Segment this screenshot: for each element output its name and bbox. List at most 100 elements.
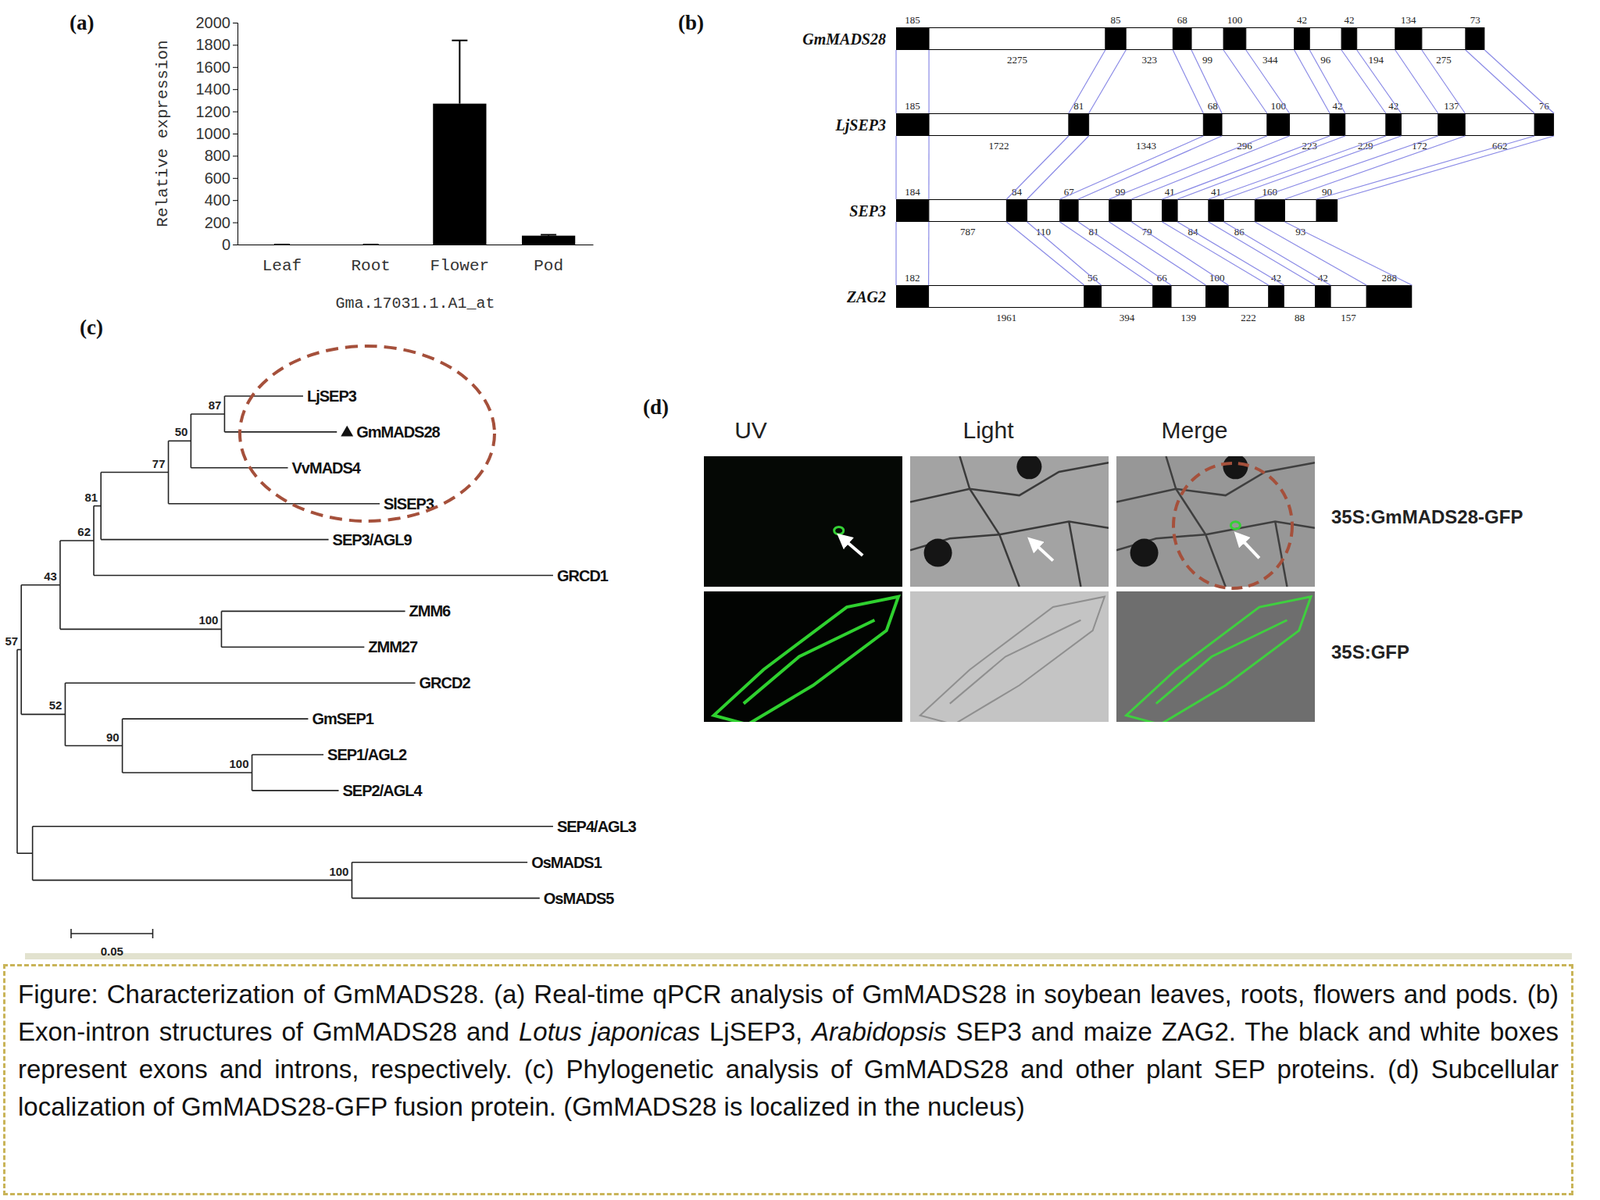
- bootstrap: 100: [229, 757, 250, 771]
- intron: [928, 28, 1106, 50]
- micrograph-bg: [910, 591, 1109, 722]
- branch: [93, 575, 554, 577]
- exon-link: [1078, 135, 1222, 200]
- exon-link: [895, 135, 897, 200]
- exon-length: 42: [1296, 14, 1308, 26]
- exon-link: [1162, 135, 1331, 200]
- exon: [1314, 285, 1331, 308]
- scale-bar: 0.05: [71, 928, 154, 958]
- highlight-ellipse: [239, 346, 495, 522]
- exon-length: 184: [904, 185, 921, 198]
- bootstrap: 52: [49, 698, 63, 712]
- scale-bar-label: 0.05: [100, 944, 124, 958]
- panel-label: (a): [69, 10, 94, 35]
- exon-link: [1337, 135, 1554, 200]
- intron-length: 96: [1320, 53, 1332, 66]
- exon-length: 185: [904, 100, 921, 112]
- y-tick-mark: [232, 155, 238, 157]
- exon-link: [1208, 221, 1316, 286]
- exon-link: [1208, 135, 1386, 200]
- scale-bar-end: [70, 928, 72, 939]
- exon-length: 67: [1064, 185, 1075, 198]
- exon: [1068, 113, 1090, 136]
- exon: [1534, 113, 1554, 136]
- micrograph: [703, 591, 903, 722]
- exon-link: [1191, 50, 1222, 114]
- exon-link: [1109, 221, 1207, 286]
- gfp-cell: [714, 596, 899, 722]
- intron: [928, 114, 1069, 136]
- arrow: [1239, 537, 1259, 559]
- arrow: [842, 538, 863, 556]
- error-cap: [363, 243, 379, 245]
- exon-length: 42: [1317, 271, 1329, 284]
- x-tick-label: Flower: [430, 257, 490, 275]
- branch: [100, 539, 329, 541]
- y-tick-label: 1800: [196, 35, 232, 54]
- gene-name: LjSEP3: [835, 116, 886, 135]
- exon-length: 41: [1210, 185, 1222, 198]
- exon-link: [928, 221, 930, 286]
- exon-link: [1316, 135, 1535, 200]
- exon-link: [1223, 221, 1331, 286]
- scale-bar-line: [71, 932, 154, 935]
- exon-link: [1254, 135, 1438, 200]
- y-tick-label: 600: [204, 169, 231, 187]
- intron: [1177, 200, 1209, 222]
- intron: [1191, 28, 1224, 50]
- intron: [1400, 114, 1438, 136]
- cell-wall: [910, 534, 1000, 550]
- caption-text: LjSEP3,: [700, 1017, 812, 1047]
- leaf-marker: [340, 425, 354, 437]
- exon: [1438, 113, 1466, 136]
- x-tick-label: Leaf: [262, 257, 302, 275]
- cell-wall: [1205, 521, 1315, 536]
- panel-b: GmMADS2818522758532368991003444296421941…: [802, 14, 1554, 324]
- intron-length: 275: [1435, 53, 1452, 66]
- branch: [221, 610, 405, 613]
- y-tick: 1000: [196, 125, 239, 143]
- branch: [32, 825, 554, 828]
- node-connector: [92, 506, 95, 576]
- intron-length: 2275: [1007, 53, 1028, 66]
- y-tick: 2000: [196, 14, 239, 32]
- branch: [168, 503, 380, 505]
- exon-length: 182: [904, 271, 921, 284]
- panel-label: (c): [79, 315, 104, 340]
- exon: [1105, 27, 1126, 50]
- x-tick-label: Root: [350, 257, 390, 275]
- bootstrap: 77: [152, 457, 166, 471]
- intron: [1345, 114, 1386, 136]
- exon-link: [1027, 221, 1102, 286]
- intron-length: 194: [1368, 53, 1385, 66]
- intron: [928, 200, 1007, 222]
- micrograph-bg: [910, 456, 1109, 587]
- error-cap: [274, 243, 290, 245]
- node-connector: [100, 472, 102, 540]
- exon: [1208, 199, 1224, 222]
- leaf-label: SEP1/AGL2: [327, 746, 408, 764]
- branch: [221, 646, 365, 648]
- y-tick-mark: [232, 67, 238, 68]
- y-tick-mark: [232, 89, 238, 90]
- error-bar: [274, 244, 290, 246]
- bar: [255, 244, 309, 246]
- exon: [1366, 285, 1412, 308]
- leaf-label: SEP4/AGL3: [557, 817, 637, 836]
- x-tick-label: Pod: [533, 257, 564, 275]
- intron-length: 1343: [1135, 139, 1157, 152]
- micrograph: [1116, 591, 1315, 722]
- node-connector: [32, 826, 34, 881]
- branch: [60, 539, 94, 542]
- gfp-cell: [743, 620, 875, 704]
- y-tick-label: 1600: [196, 58, 232, 76]
- intron: [1125, 28, 1173, 50]
- micrograph-bg: [1116, 591, 1315, 722]
- exon-link: [1006, 135, 1069, 200]
- x-tick: Leaf: [262, 257, 302, 275]
- intron: [1357, 28, 1396, 50]
- separator: [25, 953, 1572, 960]
- exon: [1223, 27, 1247, 50]
- y-tick-mark: [232, 44, 238, 46]
- cell-wall: [1116, 534, 1206, 550]
